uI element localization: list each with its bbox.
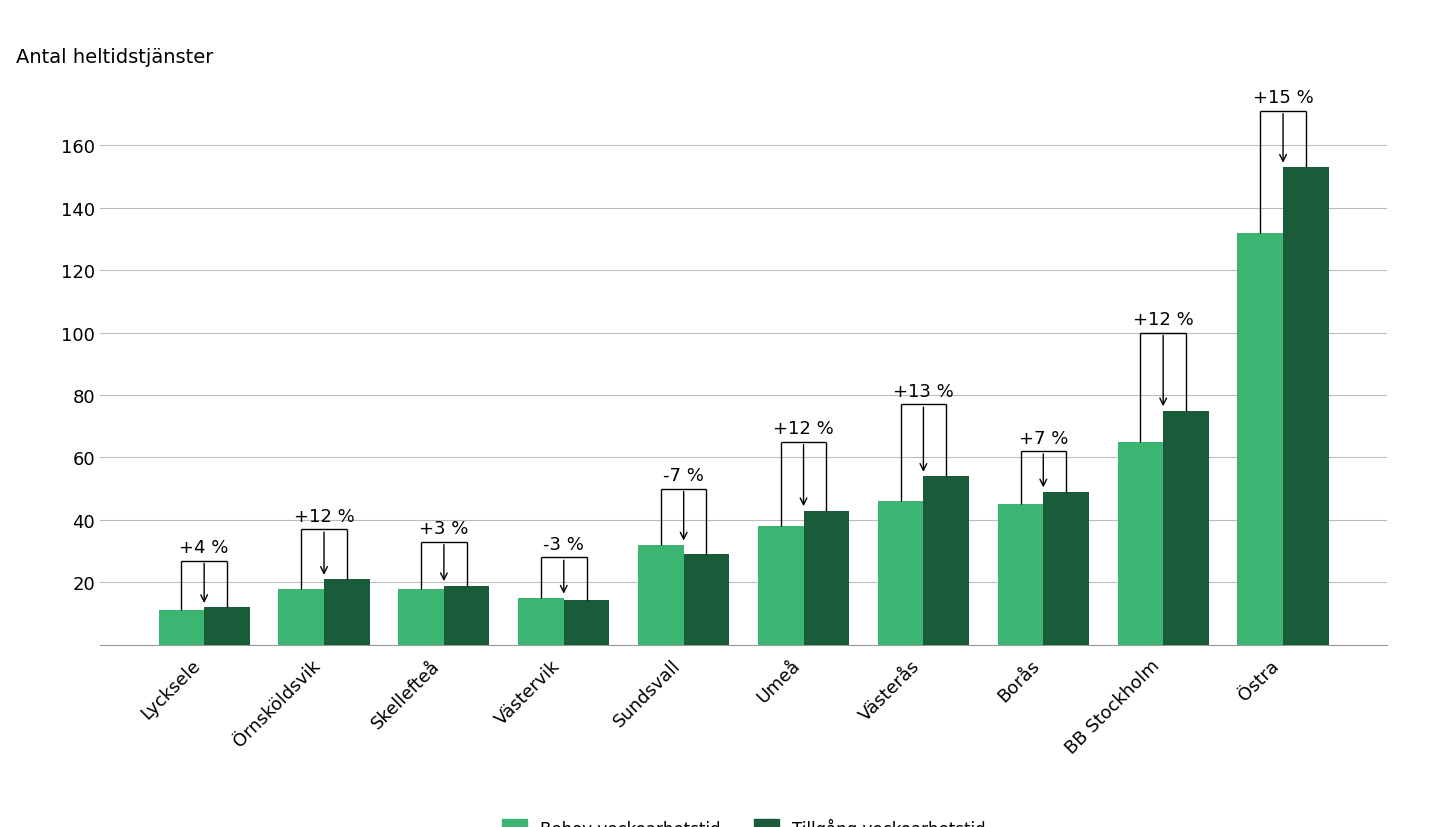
Bar xyxy=(758,527,804,645)
Bar xyxy=(279,589,325,645)
Bar xyxy=(998,504,1044,645)
Bar xyxy=(1044,492,1088,645)
Text: -7 %: -7 % xyxy=(664,466,704,485)
Text: -3 %: -3 % xyxy=(543,535,585,553)
Bar xyxy=(518,598,563,645)
Bar xyxy=(924,476,970,645)
Bar xyxy=(878,502,924,645)
Bar xyxy=(804,511,849,645)
Bar xyxy=(684,555,729,645)
Bar xyxy=(1237,233,1283,645)
Bar xyxy=(443,586,489,645)
Legend: Behov veckoarbetstid, Tillgång veckoarbetstid: Behov veckoarbetstid, Tillgång veckoarbe… xyxy=(495,810,992,827)
Text: +4 %: +4 % xyxy=(180,538,229,557)
Text: +12 %: +12 % xyxy=(774,419,834,437)
Text: +12 %: +12 % xyxy=(293,507,355,525)
Bar xyxy=(399,589,443,645)
Bar xyxy=(204,608,250,645)
Text: +12 %: +12 % xyxy=(1133,310,1194,328)
Bar xyxy=(1118,442,1163,645)
Bar xyxy=(159,611,204,645)
Bar xyxy=(563,600,609,645)
Text: +13 %: +13 % xyxy=(894,382,954,400)
Bar xyxy=(638,545,684,645)
Text: +7 %: +7 % xyxy=(1018,429,1068,447)
Bar xyxy=(1283,168,1328,645)
Text: Antal heltidstjänster: Antal heltidstjänster xyxy=(17,47,214,66)
Bar xyxy=(1163,411,1208,645)
Text: +15 %: +15 % xyxy=(1253,89,1313,107)
Bar xyxy=(325,580,369,645)
Text: +3 %: +3 % xyxy=(419,519,469,538)
